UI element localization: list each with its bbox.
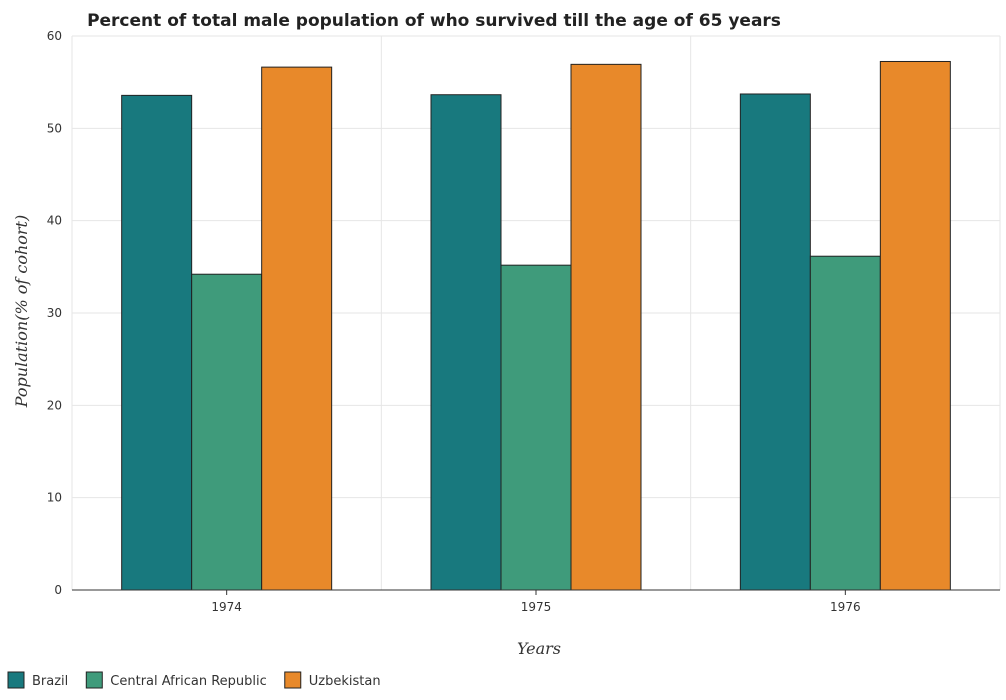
chart-title: Percent of total male population of who …: [87, 11, 781, 31]
legend-label: Brazil: [32, 674, 68, 689]
legend-swatch: [85, 671, 103, 689]
bar-central-african-republic-1976: [809, 255, 881, 591]
x-tick-label: 1976: [830, 600, 861, 614]
bar-central-african-republic-1975: [500, 264, 572, 591]
y-tick-label: 20: [47, 398, 62, 412]
x-tick-label: 1975: [521, 600, 552, 614]
legend: Brazil Central African Republic Uzbekistan: [7, 671, 381, 689]
y-tick-label: 10: [47, 491, 62, 505]
y-tick-label: 60: [47, 29, 62, 43]
y-tick-label: 40: [47, 214, 62, 228]
bar-uzbekistan-1974: [261, 66, 333, 591]
legend-swatch: [7, 671, 25, 689]
x-axis-label: Years: [517, 639, 561, 658]
bar-series: [121, 60, 951, 591]
bar-brazil-1976: [739, 93, 811, 591]
bar-brazil-1974: [121, 94, 193, 591]
bar-central-african-republic-1974: [191, 273, 263, 591]
y-tick-label: 0: [54, 583, 62, 597]
y-tick-label: 30: [47, 306, 62, 320]
x-axis-ticks: 1974 1975 1976: [211, 590, 861, 614]
bar-brazil-1975: [430, 94, 502, 591]
y-axis-label: Population(% of cohort): [12, 215, 31, 408]
y-axis-ticks: 0 10 20 30 40 50 60: [47, 29, 62, 597]
y-tick-label: 50: [47, 121, 62, 135]
legend-label: Central African Republic: [110, 674, 266, 689]
bar-uzbekistan-1976: [879, 60, 951, 591]
bar-uzbekistan-1975: [570, 63, 642, 591]
legend-label: Uzbekistan: [309, 674, 381, 689]
legend-swatch: [284, 671, 302, 689]
x-tick-label: 1974: [211, 600, 242, 614]
